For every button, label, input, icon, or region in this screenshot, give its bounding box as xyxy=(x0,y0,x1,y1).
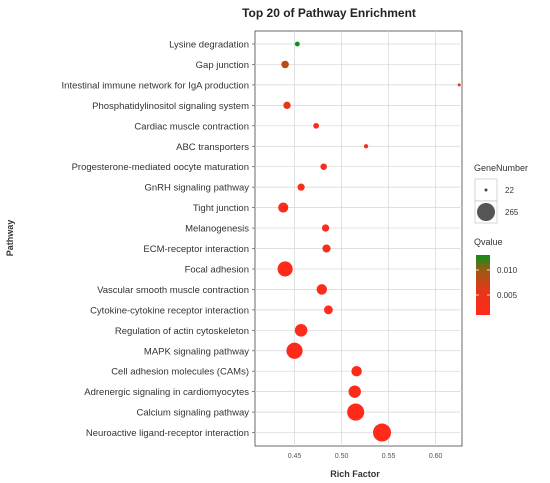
y-tick-label: Tight junction xyxy=(193,203,249,214)
data-point xyxy=(457,83,461,87)
data-point xyxy=(297,183,305,191)
x-tick-label: 0.60 xyxy=(429,453,443,460)
y-tick-label: Regulation of actin cytoskeleton xyxy=(115,326,249,337)
data-point xyxy=(313,122,320,129)
data-point xyxy=(278,202,289,213)
size-legend-label-small: 22 xyxy=(505,186,514,195)
y-tick-label: Cytokine-cytokine receptor interaction xyxy=(90,305,249,316)
x-tick-label: 0.50 xyxy=(335,453,349,460)
y-axis-labels: Lysine degradation Gap junction Intestinal… xyxy=(62,40,255,439)
data-point xyxy=(283,101,291,110)
data-point xyxy=(363,144,369,149)
y-tick-label: Adrenergic signaling in cardiomyocytes xyxy=(84,387,249,398)
color-legend: Qvalue 0.010 0.005 xyxy=(474,237,518,315)
data-point xyxy=(323,305,333,315)
color-legend-label-low: 0.005 xyxy=(497,291,518,300)
y-tick-label: Cardiac muscle contraction xyxy=(134,121,249,132)
y-tick-label: ABC transporters xyxy=(176,142,249,153)
y-tick-label: Neuroactive ligand-receptor interaction xyxy=(86,428,249,439)
x-axis-title: Rich Factor xyxy=(330,469,380,479)
y-axis-title: Pathway xyxy=(5,220,15,257)
y-tick-label: Phosphatidylinositol signaling system xyxy=(92,101,249,112)
grid-lines xyxy=(255,31,462,446)
size-legend-title: GeneNumber xyxy=(474,163,528,173)
y-tick-label: Progesterone-mediated oocyte maturation xyxy=(72,162,249,173)
data-point xyxy=(348,385,361,398)
y-tick-label: Cell adhesion molecules (CAMs) xyxy=(111,367,249,378)
size-legend: GeneNumber 22 265 xyxy=(474,163,528,224)
y-tick-label: Melanogenesis xyxy=(185,224,249,235)
data-point xyxy=(321,224,330,232)
y-tick-label: Calcium signaling pathway xyxy=(137,408,250,419)
data-point xyxy=(347,403,365,421)
color-legend-title: Qvalue xyxy=(474,237,503,247)
y-tick-label: Lysine degradation xyxy=(169,40,249,51)
x-tick-label: 0.45 xyxy=(288,453,302,460)
data-points xyxy=(277,41,461,442)
size-legend-dot-small xyxy=(484,188,488,192)
chart-title: Top 20 of Pathway Enrichment xyxy=(242,6,416,20)
size-legend-label-large: 265 xyxy=(505,208,519,217)
data-point xyxy=(316,284,328,295)
data-point xyxy=(277,261,293,277)
data-point xyxy=(320,163,327,170)
data-point xyxy=(294,324,308,337)
data-point xyxy=(281,60,289,69)
data-point xyxy=(294,41,300,47)
y-tick-label: Intestinal immune network for IgA produc… xyxy=(62,80,249,91)
y-tick-label: Focal adhesion xyxy=(185,264,249,275)
y-tick-label: Vascular smooth muscle contraction xyxy=(97,285,249,296)
size-legend-dot-large xyxy=(477,203,495,221)
color-legend-label-high: 0.010 xyxy=(497,266,518,275)
data-point xyxy=(351,365,362,377)
y-tick-label: GnRH signaling pathway xyxy=(144,183,249,194)
x-axis-ticks: 0.45 0.50 0.55 0.60 xyxy=(288,453,443,460)
data-point xyxy=(286,342,303,359)
data-point xyxy=(373,423,392,442)
y-tick-label: ECM-receptor interaction xyxy=(143,244,249,255)
y-tick-label: MAPK signaling pathway xyxy=(144,346,249,357)
data-point xyxy=(322,244,331,253)
plot-area xyxy=(254,30,463,447)
x-tick-label: 0.55 xyxy=(382,453,396,460)
qvalue-colorbar xyxy=(476,255,490,315)
y-tick-label: Gap junction xyxy=(196,60,249,71)
